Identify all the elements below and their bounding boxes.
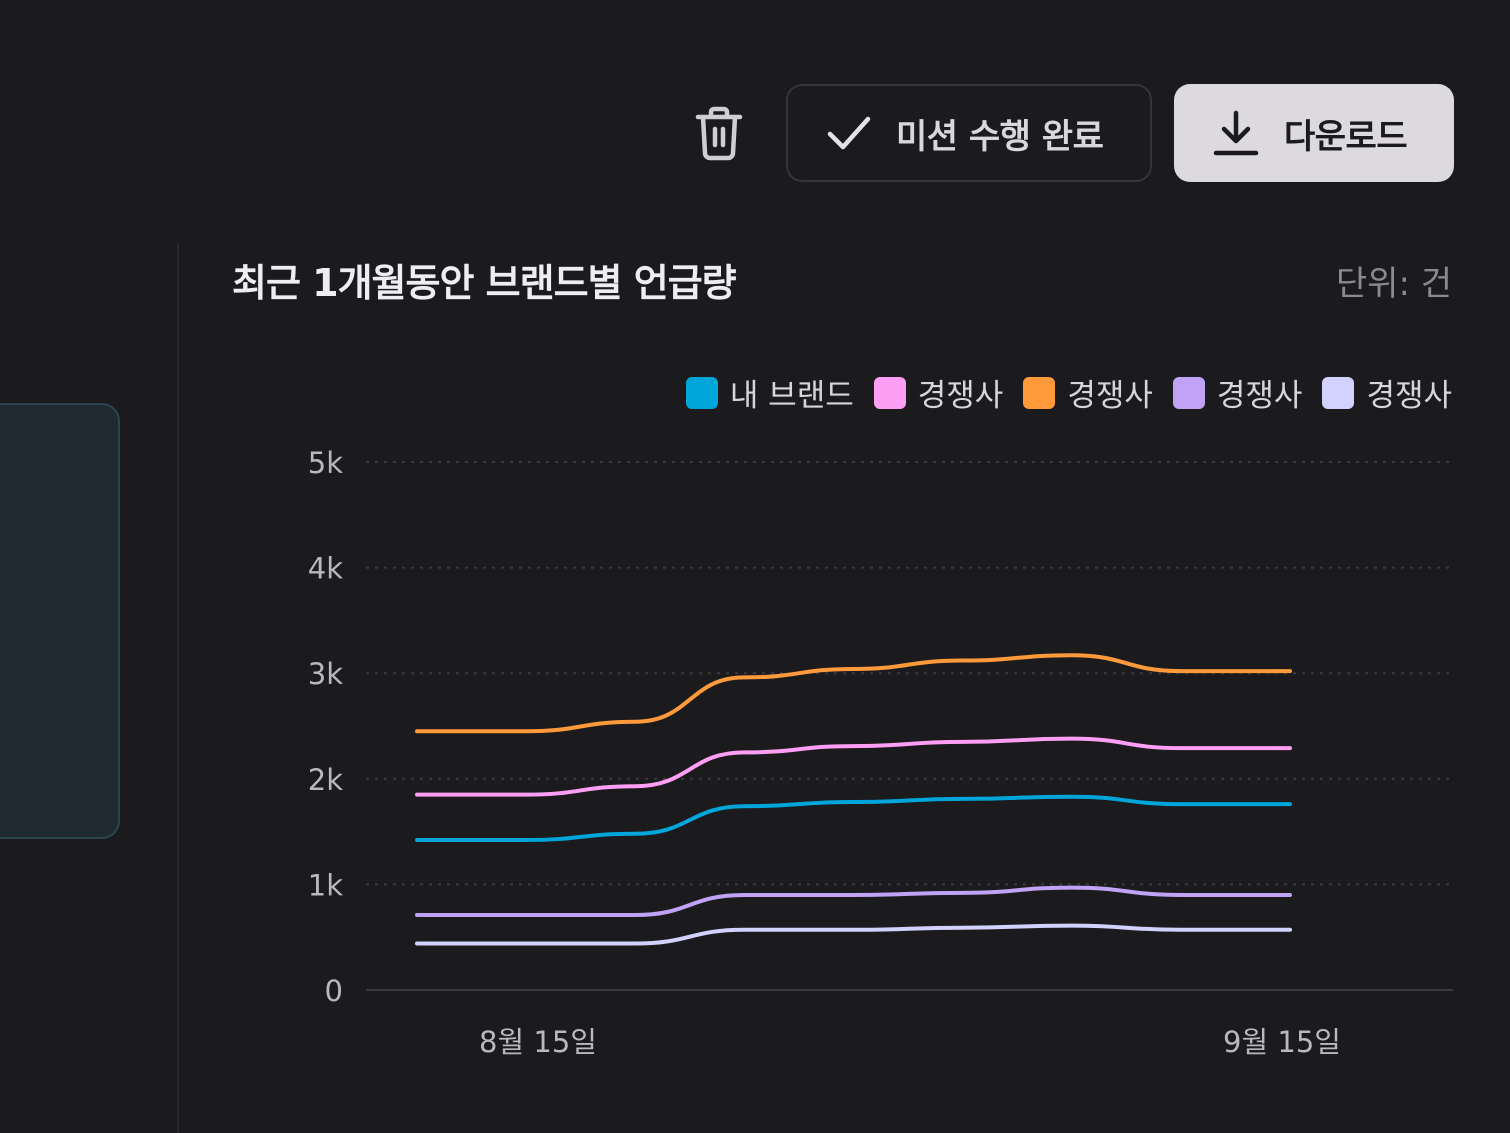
series-line-2[interactable] (415, 736, 1292, 797)
y-tick-label: 0 (325, 974, 343, 1008)
unit-label: 단위: 건 (1335, 264, 1452, 304)
legend-swatch (1172, 376, 1205, 409)
download-icon (1213, 110, 1259, 156)
legend-item-3[interactable]: 경쟁사 (1023, 370, 1153, 415)
x-tick-label: 8월 15일 (479, 1025, 597, 1059)
y-tick-label: 3k (308, 657, 343, 691)
legend-swatch (1023, 376, 1056, 409)
legend-label: 경쟁사 (917, 378, 1004, 414)
legend-swatch (1322, 376, 1355, 409)
chart-legend: 내 브랜드 경쟁사 경쟁사 경쟁사 경쟁사 (685, 370, 1452, 415)
legend-item-2[interactable]: 경쟁사 (873, 370, 1004, 415)
legend-label: 경쟁사 (1366, 378, 1452, 414)
x-tick-label: 9월 15일 (1223, 1025, 1341, 1059)
download-label: 다운로드 (1284, 116, 1408, 157)
series-line-1[interactable] (415, 794, 1292, 843)
mission-complete-label: 미션 수행 완료 (896, 116, 1104, 157)
left-panel-card[interactable] (0, 403, 120, 839)
toolbar: 미션 수행 완료 다운로드 (686, 84, 1454, 182)
delete-button[interactable] (686, 100, 752, 166)
y-tick-label: 5k (308, 446, 343, 480)
y-tick-label: 4k (308, 552, 343, 586)
legend-item-5[interactable]: 경쟁사 (1322, 370, 1452, 415)
legend-swatch (685, 376, 718, 409)
download-button[interactable]: 다운로드 (1174, 84, 1454, 182)
series-line-3[interactable] (415, 653, 1292, 734)
series-line-4[interactable] (415, 885, 1292, 918)
y-tick-label: 2k (308, 763, 343, 797)
legend-swatch (873, 376, 906, 409)
check-icon (827, 116, 871, 150)
legend-item-1[interactable]: 내 브랜드 (685, 370, 854, 415)
legend-label: 경쟁사 (1216, 378, 1303, 414)
y-tick-label: 1k (308, 868, 343, 902)
panel-divider (177, 243, 179, 1133)
legend-item-4[interactable]: 경쟁사 (1172, 370, 1303, 415)
legend-label: 내 브랜드 (729, 378, 854, 414)
legend-label: 경쟁사 (1067, 378, 1153, 414)
chart-title: 최근 1개월동안 브랜드별 언급량 (232, 261, 737, 305)
mission-complete-button[interactable]: 미션 수행 완료 (786, 84, 1152, 182)
series-line-5[interactable] (415, 923, 1292, 946)
trash-icon (695, 106, 743, 161)
